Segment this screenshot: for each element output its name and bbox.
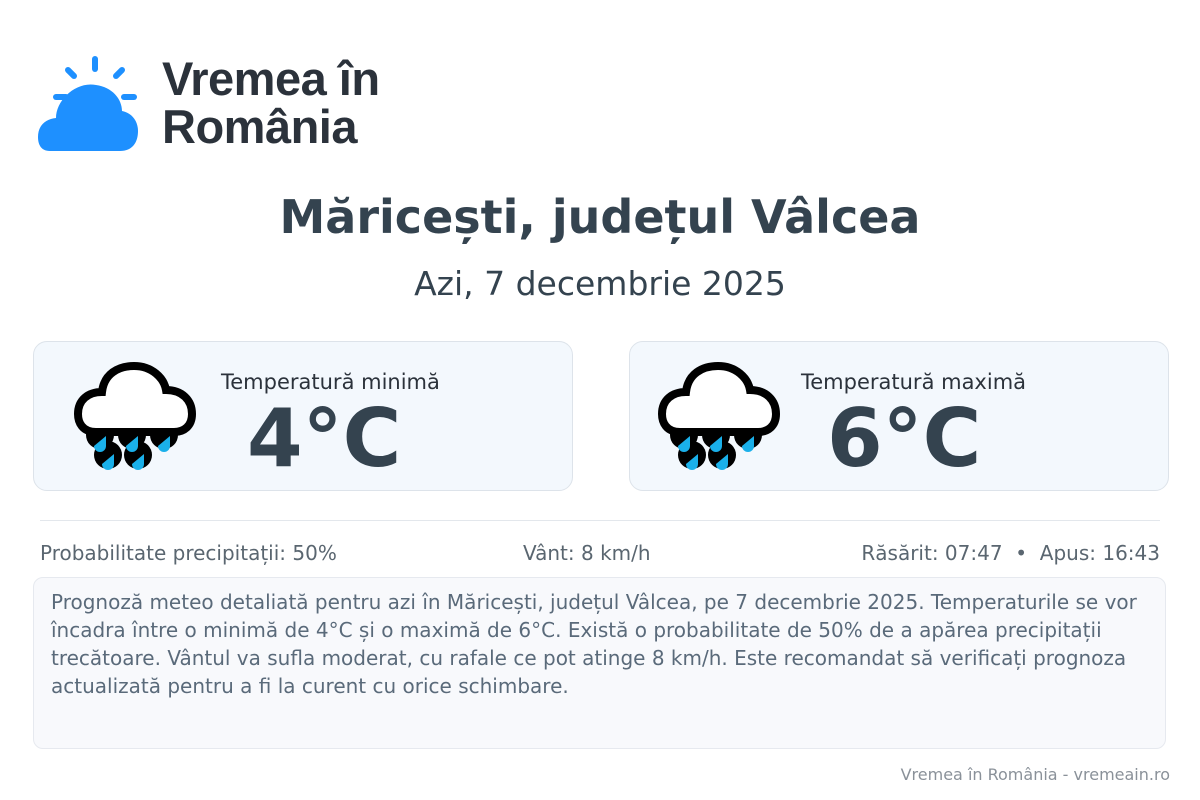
sun-info: Răsărit: 07:47 • Apus: 16:43 [861,541,1160,565]
min-temp-value: 4°C [247,392,402,485]
page-subtitle: Azi, 7 decembrie 2025 [414,264,786,303]
logo-line2: România [162,100,357,153]
rain-cloud-icon [658,361,781,470]
logo[interactable]: Vremea în România [36,55,380,151]
page-title: Măricești, județul Vâlcea [279,190,921,244]
max-temp-card: Temperatură maximă 6°C [629,341,1169,491]
rain-cloud-icon [74,361,197,470]
min-temp-card: Temperatură minimă 4°C [33,341,573,491]
min-temp-label: Temperatură minimă [221,370,440,394]
divider [40,520,1160,521]
sun-cloud-icon [38,56,138,151]
precipitation-info: Probabilitate precipitații: 50% [40,541,337,565]
max-temp-label: Temperatură maximă [801,370,1027,394]
logo-line1: Vremea în [162,52,380,105]
max-temp-value: 6°C [827,392,982,485]
wind-info: Vânt: 8 km/h [523,541,651,565]
forecast-description: Prognoză meteo detaliată pentru azi în M… [33,577,1166,749]
logo-text: Vremea în România [162,55,380,151]
footer-credit: Vremea în România - vremeain.ro [900,765,1170,784]
